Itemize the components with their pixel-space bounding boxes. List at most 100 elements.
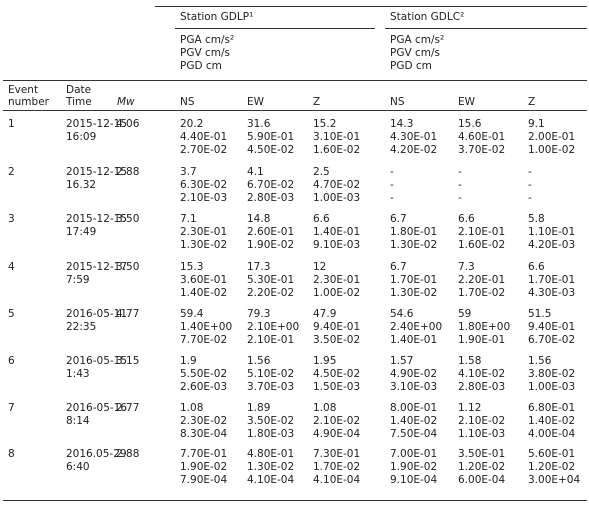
value-cell: 6.00E-04 <box>458 474 506 486</box>
magnitude: 3.50 <box>116 213 140 225</box>
station-name: Station GDLP¹ <box>180 11 254 23</box>
unit-label: PGD cm <box>180 60 222 72</box>
column-header: EW <box>458 96 476 108</box>
value-cell: - <box>390 166 394 178</box>
value-cell: 9.40E-01 <box>528 321 576 333</box>
value-cell: 1.12 <box>458 402 482 414</box>
event-number: 6 <box>8 355 15 367</box>
column-header: Z <box>313 96 321 108</box>
rule <box>3 500 587 501</box>
value-cell: 1.90E-01 <box>458 334 506 346</box>
value-cell: 1.60E-02 <box>458 239 506 251</box>
value-cell: 17.3 <box>247 261 271 273</box>
value-cell: 2.70E-02 <box>180 144 228 156</box>
value-cell: 6.6 <box>528 261 545 273</box>
value-cell: 3.70E-02 <box>458 144 506 156</box>
value-cell: 1.40E-01 <box>390 334 438 346</box>
value-cell: 2.80E-03 <box>247 192 295 204</box>
value-cell: 1.08 <box>313 402 337 414</box>
value-cell: 2.00E-01 <box>528 131 576 143</box>
rule <box>3 110 587 111</box>
value-cell: 2.60E-01 <box>247 226 295 238</box>
time: 16.32 <box>66 179 97 191</box>
value-cell: 15.3 <box>180 261 204 273</box>
value-cell: 2.10E-02 <box>458 415 506 427</box>
value-cell: 4.90E-02 <box>390 368 438 380</box>
value-cell: 6.80E-01 <box>528 402 576 414</box>
value-cell: 1.70E-02 <box>313 461 361 473</box>
rule <box>175 28 375 29</box>
value-cell: - <box>390 179 394 191</box>
value-cell: 2.20E-01 <box>458 274 506 286</box>
value-cell: 4.80E-01 <box>247 448 295 460</box>
date: 2016-05-16 <box>66 402 128 414</box>
event-number: 2 <box>8 166 15 178</box>
value-cell: 4.50E-02 <box>313 368 361 380</box>
value-cell: - <box>458 179 462 191</box>
value-cell: 1.57 <box>390 355 414 367</box>
value-cell: 79.3 <box>247 308 271 320</box>
value-cell: 1.56 <box>247 355 271 367</box>
value-cell: 1.70E-02 <box>458 287 506 299</box>
unit-label: PGV cm/s <box>390 47 440 59</box>
column-header: Event <box>8 84 39 96</box>
value-cell: 9.1 <box>528 118 545 130</box>
magnitude: 2.88 <box>116 166 140 178</box>
value-cell: 1.56 <box>528 355 552 367</box>
value-cell: - <box>390 192 394 204</box>
value-cell: 4.40E-01 <box>180 131 228 143</box>
value-cell: 1.70E-01 <box>390 274 438 286</box>
value-cell: 3.50E-01 <box>458 448 506 460</box>
value-cell: 1.00E-02 <box>313 287 361 299</box>
event-number: 4 <box>8 261 15 273</box>
value-cell: 1.30E-02 <box>390 239 438 251</box>
event-number: 8 <box>8 448 15 460</box>
value-cell: 1.9 <box>180 355 197 367</box>
value-cell: 4.20E-02 <box>390 144 438 156</box>
value-cell: 4.30E-03 <box>528 287 576 299</box>
value-cell: 5.30E-01 <box>247 274 295 286</box>
time: 8:14 <box>66 415 90 427</box>
value-cell: 1.80E+00 <box>458 321 511 333</box>
value-cell: - <box>458 166 462 178</box>
value-cell: 5.60E-01 <box>528 448 576 460</box>
value-cell: 2.10E-01 <box>458 226 506 238</box>
value-cell: 54.6 <box>390 308 414 320</box>
date: 2015-12-15 <box>66 118 128 130</box>
value-cell: 1.40E-02 <box>180 287 228 299</box>
value-cell: 6.6 <box>313 213 330 225</box>
value-cell: 2.80E-03 <box>458 381 506 393</box>
date: 2016-05-11 <box>66 308 128 320</box>
unit-label: PGD cm <box>390 60 432 72</box>
value-cell: 3.10E-01 <box>313 131 361 143</box>
value-cell: 1.95 <box>313 355 337 367</box>
value-cell: 59 <box>458 308 472 320</box>
value-cell: 5.8 <box>528 213 545 225</box>
value-cell: 6.6 <box>458 213 475 225</box>
value-cell: 9.10E-04 <box>390 474 438 486</box>
value-cell: 3.50E-02 <box>247 415 295 427</box>
date: 2015-12-17 <box>66 261 128 273</box>
value-cell: 20.2 <box>180 118 204 130</box>
value-cell: 1.40E-01 <box>313 226 361 238</box>
value-cell: 1.30E-02 <box>247 461 295 473</box>
value-cell: 2.10E-02 <box>313 415 361 427</box>
value-cell: 1.20E-02 <box>458 461 506 473</box>
value-cell: 1.90E-02 <box>390 461 438 473</box>
value-cell: 1.20E-02 <box>528 461 576 473</box>
value-cell: 4.70E-02 <box>313 179 361 191</box>
value-cell: 8.00E-01 <box>390 402 438 414</box>
value-cell: 4.60E-01 <box>458 131 506 143</box>
value-cell: 6.70E-02 <box>247 179 295 191</box>
rule <box>155 6 587 7</box>
value-cell: 47.9 <box>313 308 337 320</box>
value-cell: 1.00E-02 <box>528 144 576 156</box>
column-header: Z <box>528 96 536 108</box>
value-cell: 2.10E-01 <box>247 334 295 346</box>
magnitude: 3.50 <box>116 261 140 273</box>
column-header: Date <box>66 84 92 96</box>
value-cell: - <box>528 166 532 178</box>
event-number: 1 <box>8 118 15 130</box>
unit-label: PGV cm/s <box>180 47 230 59</box>
value-cell: 4.90E-04 <box>313 428 361 440</box>
